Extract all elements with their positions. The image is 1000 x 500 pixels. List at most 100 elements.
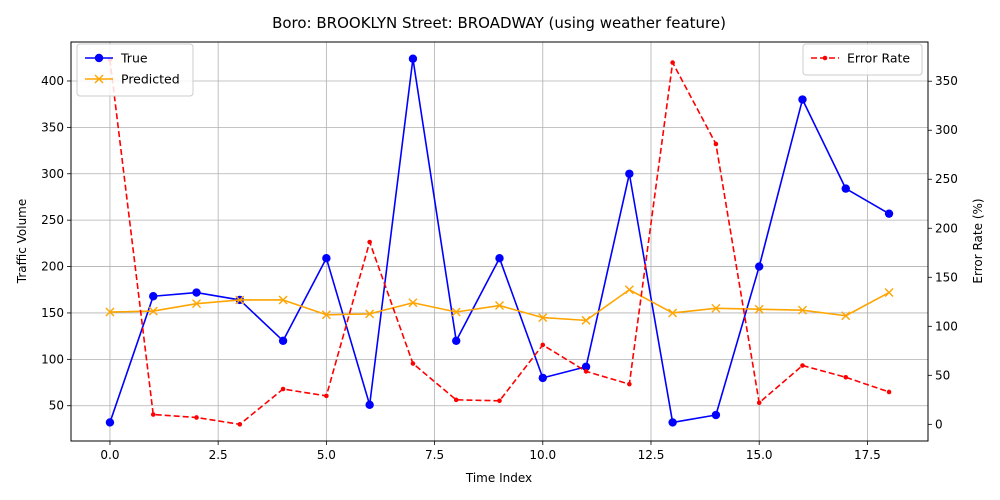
axes: 0.0 2.5 5.0 7.5 10.0 12.5 15.0 17.5 50 100 150 200 2…: [41, 74, 958, 462]
y-tick-label: 200: [41, 260, 64, 274]
series-predicted: [105, 285, 894, 325]
data-point-predicted: [278, 295, 288, 305]
data-point-true: [841, 184, 850, 193]
data-point-true: [495, 254, 504, 263]
y2-tick-label: 150: [935, 270, 958, 284]
data-point-true: [668, 418, 677, 427]
data-point-error-rate: [324, 393, 329, 399]
y-tick-label: 400: [41, 74, 64, 88]
data-point-true: [192, 288, 201, 297]
x-tick-label: 15.0: [746, 448, 773, 462]
legends: True Predicted Error Rate: [76, 43, 923, 97]
data-point-predicted: [624, 285, 634, 295]
data-point-predicted: [754, 304, 764, 314]
data-point-error-rate: [194, 415, 199, 420]
data-point-predicted: [884, 288, 894, 298]
data-point-true: [408, 54, 418, 63]
series-error-rate: [107, 57, 892, 427]
legend-entry-true: True: [85, 51, 148, 66]
data-point-error-rate: [367, 239, 372, 245]
x-tick-label: 7.5: [425, 448, 444, 462]
data-point-true: [884, 209, 894, 218]
legend-marker-error-rate: [822, 55, 828, 61]
data-point-true: [365, 400, 374, 410]
legend-box: [802, 43, 923, 76]
data-point-predicted: [451, 307, 461, 317]
legend-upper-right: Error Rate: [802, 43, 923, 76]
data-point-predicted: [192, 299, 202, 309]
y-tick-label: 250: [41, 213, 64, 227]
data-point-error-rate: [540, 342, 546, 348]
data-point-predicted: [538, 313, 548, 323]
data-point-predicted: [711, 303, 721, 313]
data-point-predicted: [148, 306, 158, 316]
y2-tick-label: 300: [935, 123, 958, 137]
data-point-error-rate: [280, 386, 286, 392]
series-line-error-rate: [109, 59, 890, 426]
data-point-error-rate: [843, 374, 849, 380]
legend-entry-predicted: Predicted: [85, 72, 180, 87]
legend-label-error-rate: Error Rate: [847, 51, 910, 66]
data-point-error-rate: [756, 400, 762, 406]
data-point-error-rate: [410, 361, 416, 366]
data-point-error-rate: [670, 60, 675, 65]
x-tick-label: 0.0: [100, 448, 119, 462]
data-point-predicted: [581, 315, 591, 325]
data-point-true: [278, 336, 288, 345]
series-layer: [105, 54, 894, 427]
data-point-error-rate: [583, 369, 589, 374]
x-tick-label: 2.5: [209, 448, 228, 462]
data-point-error-rate: [713, 141, 719, 147]
legend-label-true: True: [120, 51, 148, 66]
legend-entry-error-rate: Error Rate: [811, 51, 910, 66]
x-axis-label: Time Index: [465, 471, 532, 485]
legend-upper-left: True Predicted: [76, 43, 194, 97]
data-point-error-rate: [150, 412, 156, 417]
y2-axis-label: Error Rate (%): [971, 198, 985, 283]
data-point-true: [452, 336, 461, 345]
data-point-predicted: [841, 311, 851, 321]
data-point-error-rate: [237, 422, 243, 427]
data-point-true: [754, 262, 764, 271]
x-tick-label: 5.0: [317, 448, 336, 462]
x-tick-label: 17.5: [854, 448, 881, 462]
data-point-true: [581, 362, 591, 371]
plot-frame: [70, 41, 929, 442]
y-tick-label: 50: [49, 399, 64, 413]
data-point-predicted: [668, 308, 678, 318]
legend-box: [76, 43, 194, 97]
data-point-predicted: [105, 307, 115, 317]
series-true: [105, 54, 894, 427]
data-point-predicted: [321, 310, 331, 320]
x-tick-label: 12.5: [638, 448, 665, 462]
data-point-error-rate: [800, 363, 805, 368]
data-point-true: [149, 292, 158, 301]
y-tick-label: 100: [41, 352, 64, 366]
y2-tick-label: 250: [935, 172, 958, 186]
data-point-predicted: [365, 309, 375, 319]
data-point-predicted: [235, 295, 245, 305]
data-point-predicted: [797, 305, 807, 315]
y-tick-label: 300: [41, 167, 64, 181]
data-point-true: [322, 254, 331, 263]
legend-marker-predicted: [94, 74, 104, 84]
data-point-error-rate: [627, 381, 632, 387]
data-point-true: [625, 169, 634, 178]
legend-label-predicted: Predicted: [121, 72, 180, 87]
data-point-true: [105, 418, 115, 427]
data-point-error-rate: [886, 389, 892, 395]
y2-tick-label: 350: [935, 74, 958, 88]
data-point-error-rate: [497, 398, 502, 404]
data-point-true: [798, 95, 807, 104]
y2-tick-label: 100: [935, 319, 958, 333]
y2-tick-label: 50: [935, 368, 950, 382]
series-line-true: [109, 57, 890, 424]
data-point-predicted: [408, 298, 418, 308]
data-point-error-rate: [453, 397, 459, 403]
y2-tick-label: 0: [935, 417, 943, 431]
data-point-predicted: [495, 301, 504, 311]
data-point-true: [538, 373, 547, 383]
grid: [71, 42, 928, 441]
y-axis-label: Traffic Volume: [15, 199, 29, 285]
